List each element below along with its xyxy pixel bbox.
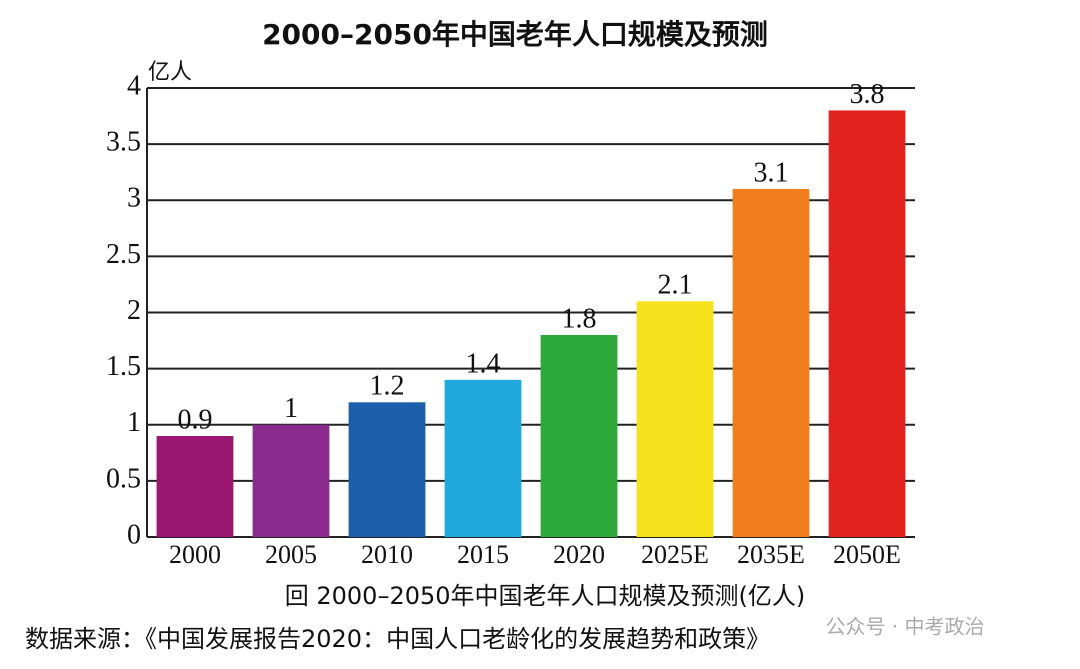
- y-tick-label: 1: [127, 407, 141, 438]
- data-label: 3.1: [754, 157, 789, 188]
- bar: [828, 110, 906, 537]
- y-tick-label: 1.5: [106, 351, 141, 382]
- y-tick-label: 3: [127, 183, 141, 214]
- y-tick-label: 4: [127, 70, 141, 101]
- x-tick-label: 2010: [361, 540, 413, 569]
- chart-title: 2000–2050年中国老年人口规模及预测: [262, 18, 768, 51]
- source: 数据来源：《中国发展报告2020：中国人口老龄化的发展趋势和政策》: [25, 625, 770, 653]
- watermark: 公众号 · 中考政治: [825, 615, 984, 639]
- bar: [444, 379, 522, 537]
- bar: [540, 334, 618, 537]
- y-tick-label: 2.5: [106, 239, 141, 270]
- bar: [252, 424, 330, 537]
- y-tick-label: 3.5: [106, 127, 141, 158]
- data-label: 1.8: [562, 303, 597, 334]
- x-tick-label: 2005: [265, 540, 317, 569]
- x-tick-label: 2025E: [641, 540, 709, 569]
- data-label: 1.2: [370, 371, 405, 402]
- x-tick-label: 2020: [553, 540, 605, 569]
- bar: [348, 402, 426, 537]
- y-tick-label: 0: [127, 519, 141, 550]
- data-label: 2.1: [658, 270, 693, 301]
- y-axis-unit: 亿人: [148, 60, 192, 85]
- caption: 回 2000–2050年中国老年人口规模及预测(亿人): [285, 582, 806, 610]
- data-label: 0.9: [178, 404, 213, 435]
- x-tick-label: 2050E: [833, 540, 901, 569]
- x-tick-label: 2015: [457, 540, 509, 569]
- x-tick-label: 2035E: [737, 540, 805, 569]
- bar: [156, 435, 234, 537]
- data-label: 3.8: [850, 79, 885, 110]
- data-label: 1.4: [466, 348, 501, 379]
- y-tick-label: 0.5: [106, 463, 141, 494]
- data-label: 1: [284, 393, 298, 424]
- x-tick-label: 2000: [169, 540, 221, 569]
- bar: [732, 189, 810, 537]
- bar: [636, 301, 714, 537]
- y-tick-label: 2: [127, 295, 141, 326]
